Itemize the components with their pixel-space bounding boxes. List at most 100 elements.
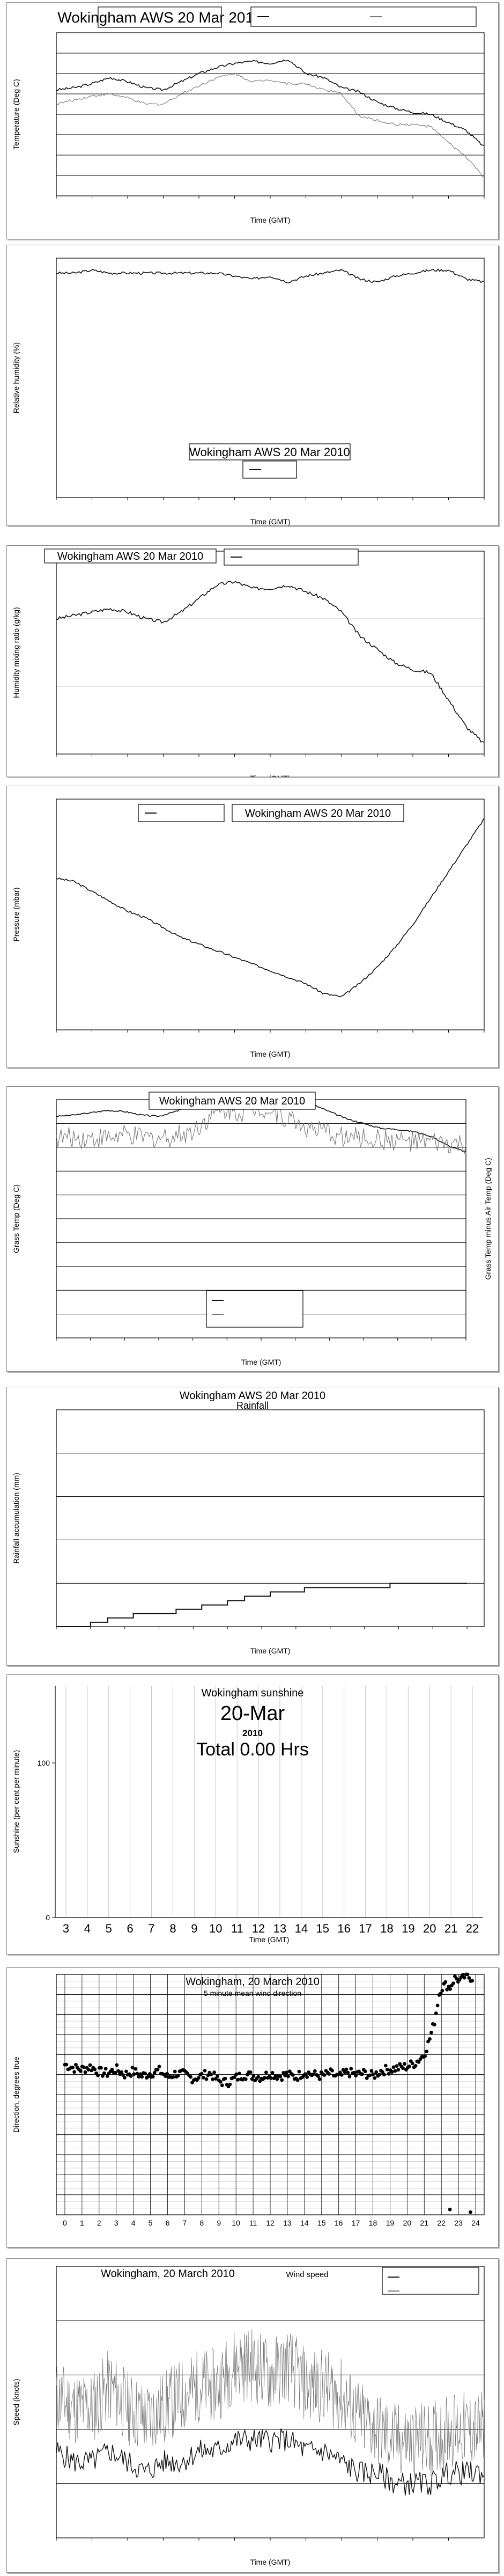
pressure-title-box — [232, 804, 404, 822]
winddir-point — [407, 2064, 411, 2068]
winddir-point — [440, 1988, 444, 1993]
pressure-x-axis-label: Time (GMT) — [250, 1050, 291, 1058]
winddir-point — [352, 2070, 357, 2075]
winddir-point — [204, 2077, 209, 2081]
winddir-point — [196, 2076, 201, 2080]
winddir-point — [172, 2075, 175, 2079]
sun-total-label: Total 0.00 Hrs — [196, 1739, 309, 1760]
winddir-point — [343, 2070, 347, 2074]
winddir-point — [212, 2070, 216, 2074]
winddir-xtick-label: 2 — [97, 2219, 101, 2227]
winddir-point — [327, 2072, 331, 2076]
winddir-point — [391, 2065, 396, 2069]
temp-x-axis-label: Time (GMT) — [250, 216, 291, 224]
winddir-point — [322, 2073, 327, 2077]
sun-xtick-label: 7 — [148, 1922, 154, 1935]
rainfall-chart: Rainfall accumulation (mm) Time (GMT) Woki… — [6, 1387, 499, 1666]
winddir-point — [129, 2074, 133, 2078]
winddir-xtick-label: 0 — [63, 2219, 67, 2227]
rain-title: Wokingham AWS 20 Mar 2010 — [180, 1390, 325, 1402]
sun-xtick-label: 18 — [380, 1922, 393, 1935]
winddir-point — [368, 2073, 372, 2077]
winddir-xtick-label: 15 — [317, 2219, 326, 2227]
winddir-point — [165, 2072, 169, 2076]
winddir-point — [99, 2066, 103, 2070]
windspeed-series-line — [56, 2329, 485, 2478]
winddir-point — [469, 2210, 472, 2214]
winddir-point — [396, 2068, 401, 2072]
winddir-point — [176, 2074, 180, 2078]
winddir-point — [316, 2074, 320, 2078]
winddir-point — [105, 2074, 109, 2078]
winddir-point — [393, 2069, 397, 2073]
winddir-point — [199, 2072, 204, 2076]
mixing-ratio-chart: Humidity mixing ratio (g/kg) Time (GMT) Wo… — [6, 545, 499, 777]
winddir-point — [347, 2075, 352, 2079]
grass-title: Wokingham AWS 20 Mar 2010 — [159, 1095, 305, 1107]
sun-ytick-label: 0 — [46, 1913, 50, 1922]
temp-title-box — [98, 6, 222, 28]
rh-series-line — [56, 268, 485, 284]
pressure-y-axis-label: Pressure (mbar) — [12, 887, 20, 941]
rh-title: Wokingham AWS 20 Mar 2010 — [189, 445, 350, 459]
winddir-point — [152, 2070, 157, 2075]
winddir-point — [283, 2073, 287, 2077]
pressure-chart: Pressure (mbar) Time (GMT) Wokingham AWS 2… — [6, 786, 499, 1068]
winddir-point — [470, 1979, 475, 1983]
winddir-point — [278, 2074, 283, 2079]
winddir-xtick-label: 16 — [335, 2219, 343, 2227]
winddir-point — [435, 2003, 440, 2008]
winddir-point — [250, 2077, 254, 2081]
winddir-point — [269, 2076, 273, 2080]
sun-title: Wokingham sunshine — [202, 1687, 304, 1699]
winddir-point — [243, 2077, 248, 2081]
winddir-point — [248, 2070, 253, 2074]
winddir-point — [443, 1980, 448, 1984]
temp-series-line — [56, 59, 485, 147]
winddir-point — [115, 2063, 119, 2067]
winddir-point — [339, 2073, 344, 2077]
winddir-xtick-label: 19 — [386, 2219, 395, 2227]
wind-speed-chart-svg: Speed (knots) Time (GMT) Wokingham, 20 Mar… — [12, 2266, 485, 2566]
winddir-point — [360, 2072, 364, 2076]
winddir-xtick-label: 3 — [114, 2219, 118, 2227]
winddir-point — [462, 1975, 466, 1980]
winddir-point — [369, 2069, 374, 2073]
winddir-point — [203, 2069, 207, 2073]
temp-title: Wokingham AWS 20 Mar 2010 — [57, 9, 262, 26]
winddir-point — [223, 2076, 227, 2081]
pressure-title: Wokingham AWS 20 Mar 2010 — [245, 808, 391, 819]
winddir-point — [220, 2083, 224, 2087]
winddir-xtick-label: 10 — [232, 2219, 240, 2227]
windspeed-subtitle: Wind speed — [286, 2270, 328, 2279]
winddir-xtick-label: 23 — [454, 2219, 463, 2227]
sun-xtick-label: 14 — [295, 1922, 308, 1935]
winddir-point — [88, 2063, 92, 2067]
winddir-point — [373, 2076, 377, 2080]
winddir-point — [377, 2073, 381, 2077]
winddir-point — [423, 2054, 427, 2058]
winddir-point — [155, 2068, 160, 2072]
winddir-xtick-label: 1 — [80, 2219, 84, 2227]
sun-xtick-label: 9 — [191, 1922, 197, 1935]
mix-y-axis-label: Humidity mixing ratio (g/kg) — [12, 607, 20, 698]
grass-temp-chart-svg: Grass Temp (Deg C) Grass Temp minus Air T… — [12, 1092, 492, 1366]
sun-xtick-label: 17 — [359, 1922, 372, 1935]
rh-y-axis-label: Relative humidity (%) — [12, 342, 20, 413]
winddir-plot-frame — [56, 1974, 485, 2215]
sun-xtick-label: 5 — [106, 1922, 112, 1935]
winddir-point — [83, 2070, 87, 2074]
humidity-chart-svg: Relative humidity (%) Time (GMT) Wokingham… — [12, 258, 485, 525]
winddir-point — [317, 2077, 322, 2081]
winddir-point — [312, 2072, 315, 2076]
grass-series-line — [56, 1101, 466, 1155]
winddir-point — [434, 2011, 438, 2015]
mix-plot-frame — [56, 551, 485, 755]
rain-x-axis-label: Time (GMT) — [250, 1646, 291, 1655]
windspeed-x-axis-label: Time (GMT) — [250, 2558, 291, 2566]
temp-y-axis-label: Temperature (Deg C) — [12, 79, 20, 150]
winddir-point — [81, 2065, 86, 2069]
wind-speed-chart: Speed (knots) Time (GMT) Wokingham, 20 Mar… — [6, 2258, 499, 2573]
winddir-point — [218, 2080, 223, 2084]
winddir-point — [116, 2069, 121, 2073]
